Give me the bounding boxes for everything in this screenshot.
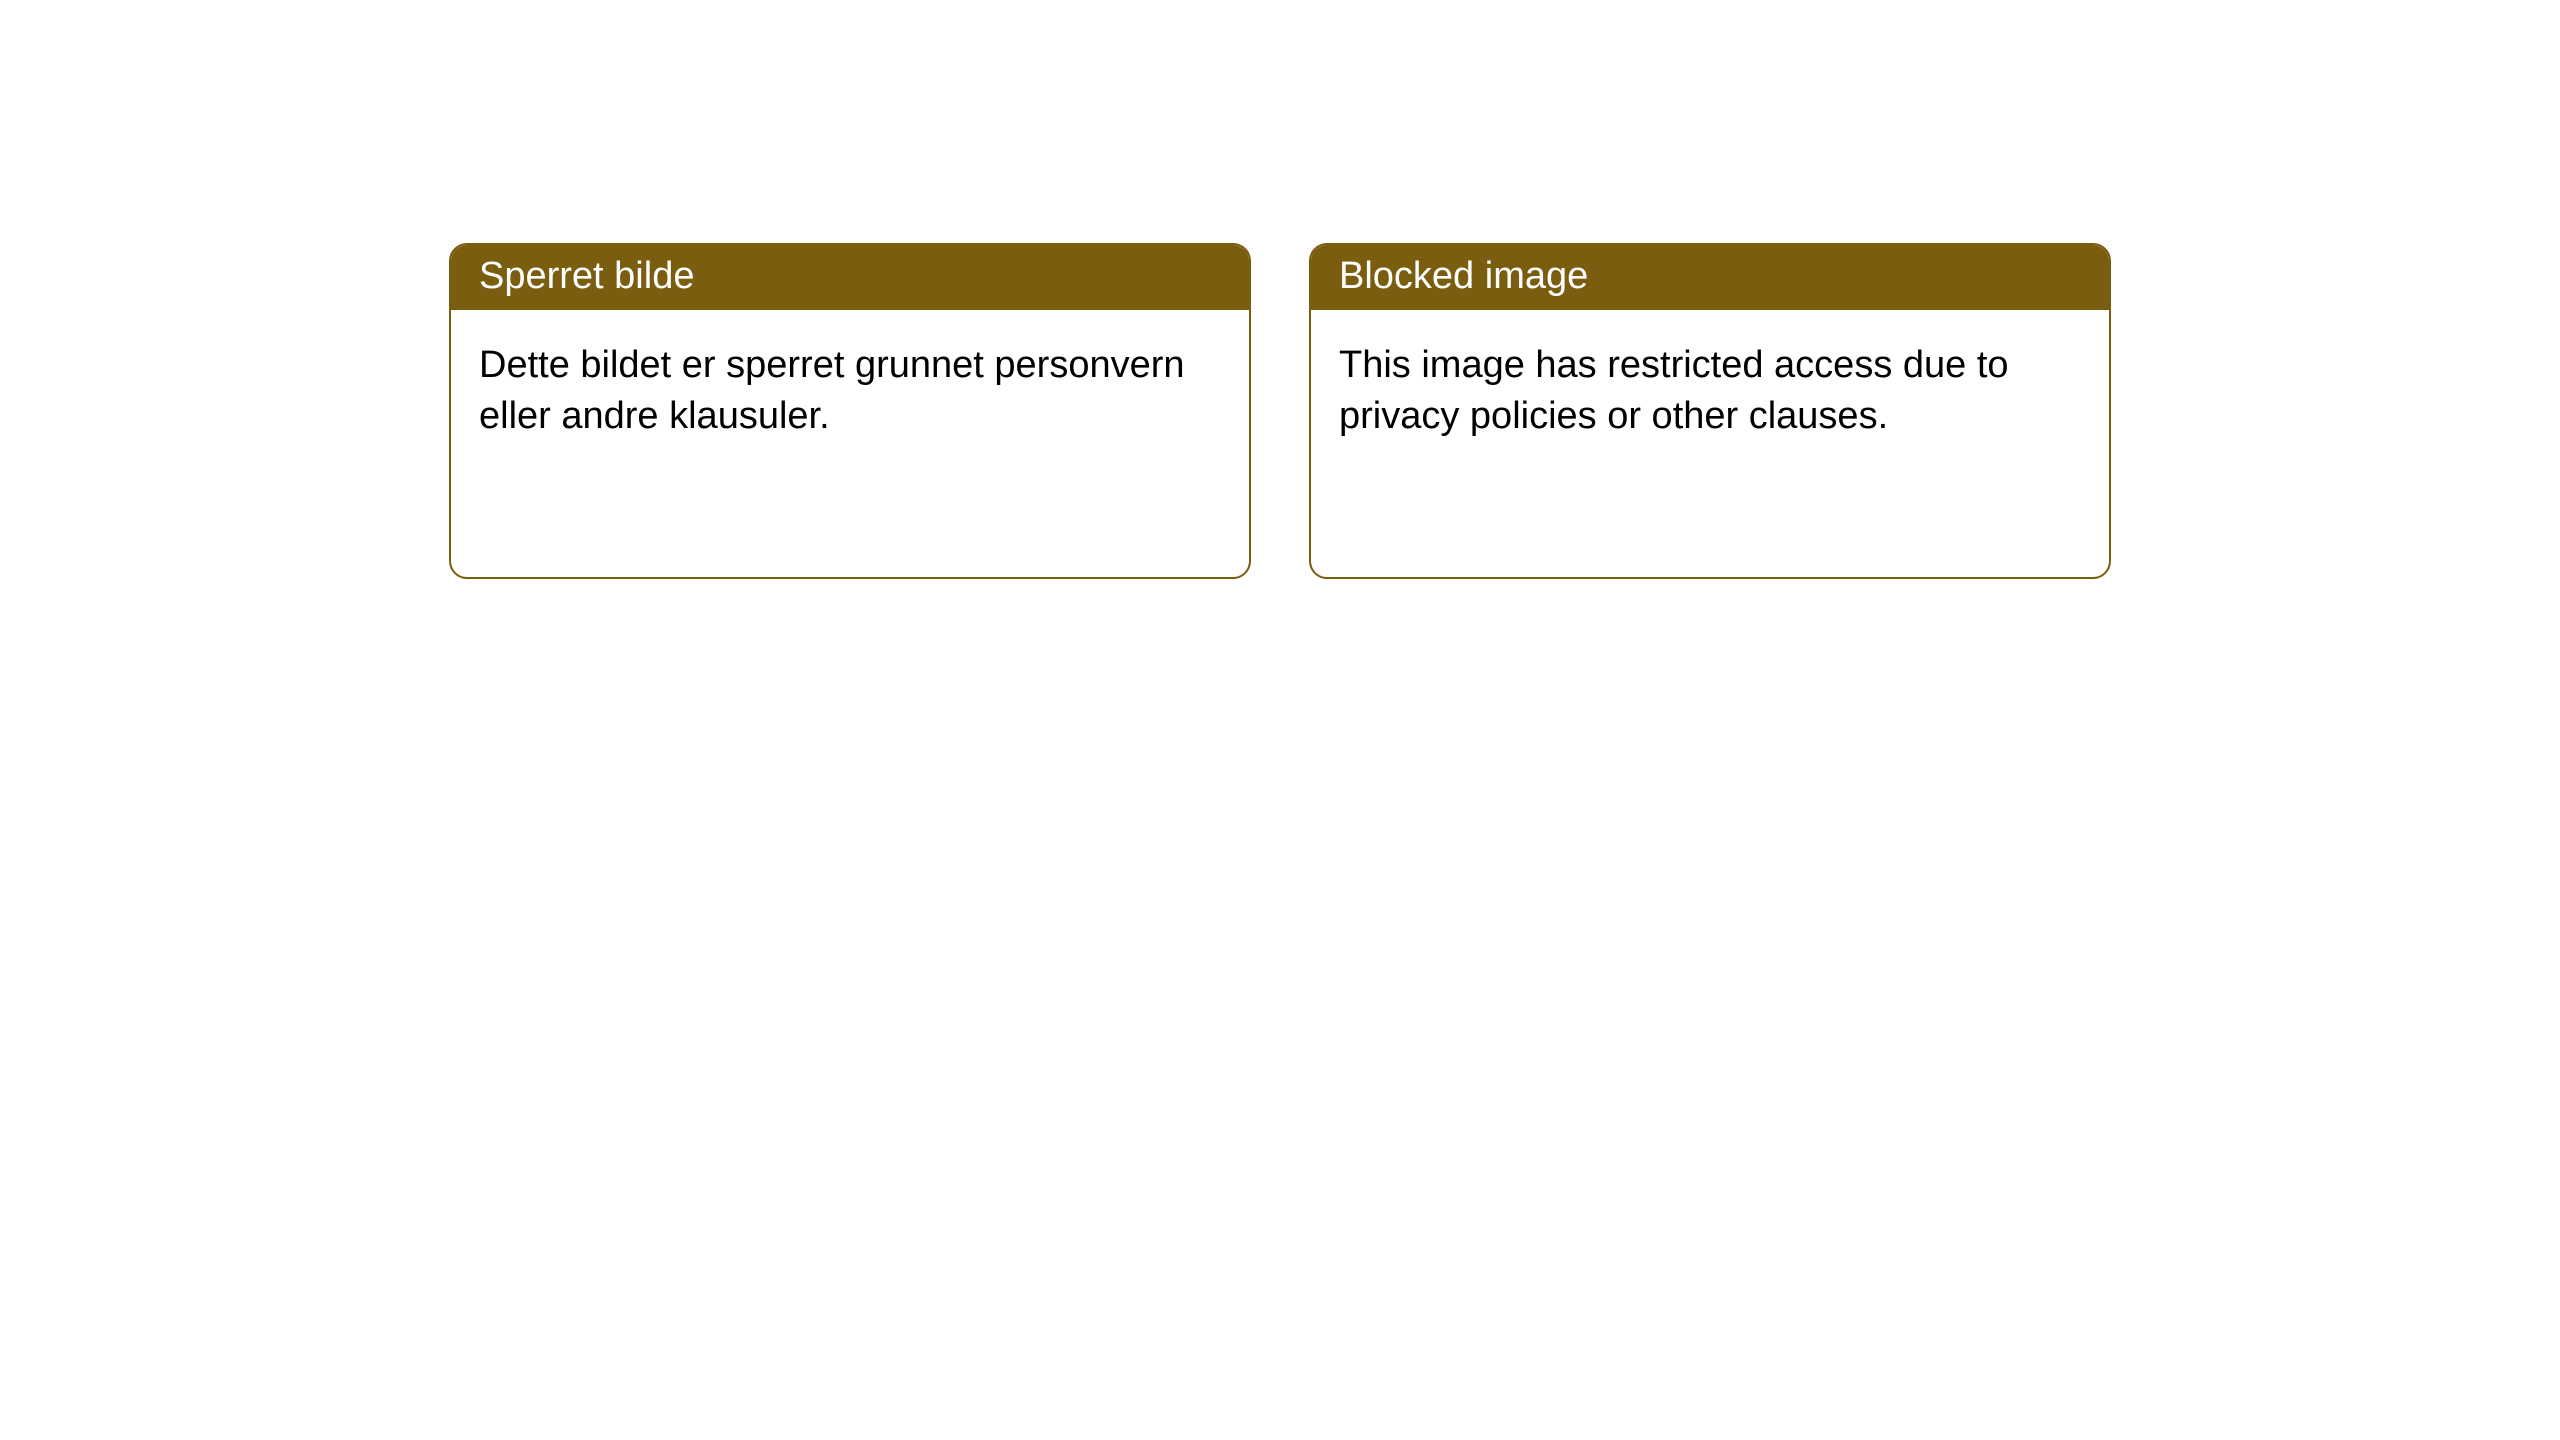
card-header: Blocked image [1311,245,2109,310]
card-body: Dette bildet er sperret grunnet personve… [451,310,1249,463]
card-body: This image has restricted access due to … [1311,310,2109,463]
card-header: Sperret bilde [451,245,1249,310]
notice-card-norwegian: Sperret bilde Dette bildet er sperret gr… [449,243,1251,579]
notice-card-english: Blocked image This image has restricted … [1309,243,2111,579]
notice-container: Sperret bilde Dette bildet er sperret gr… [449,243,2111,579]
